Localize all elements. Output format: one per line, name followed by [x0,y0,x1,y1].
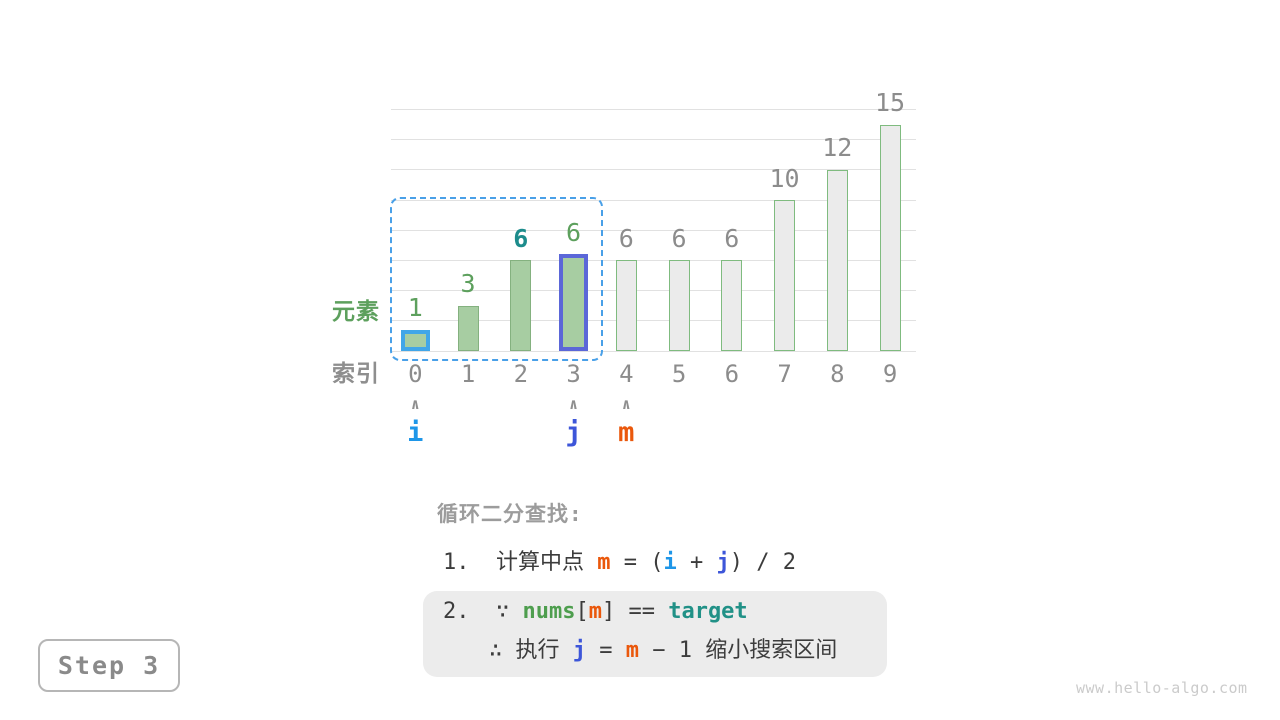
bar-value-label: 10 [769,163,800,193]
bar-value-label: 6 [513,223,529,253]
gridline [391,108,916,110]
text-segment: 2. ∵ [443,599,523,624]
text-segment: + [676,550,717,575]
bar-value-label: 6 [671,223,687,253]
bar-value-label: 1 [407,293,423,323]
bar-value-label: 3 [460,269,476,299]
text-segment: m [588,599,602,624]
gridline [391,259,916,261]
text-segment: i [663,550,677,575]
index-label: 7 [777,360,792,388]
bar [400,329,430,351]
step1-text: 1. 计算中点 m = (i + j) / 2 [443,549,796,577]
text-segment: m [625,638,639,663]
text-segment: target [668,599,748,624]
bar [510,260,532,351]
watermark-text: www.hello-algo.com [1076,679,1248,697]
text-segment: ∴ 执行 [489,638,573,663]
bar [826,169,848,351]
text-segment: − 1 缩小搜索区间 [639,638,838,663]
index-label: 0 [408,360,423,388]
pointer-arrow-icon: ∧ [621,395,631,413]
index-label: 4 [619,360,634,388]
annotation-heading: 循环二分查找: [437,502,583,526]
index-label: 6 [724,360,740,388]
bar [879,124,901,351]
text-segment: 1. 计算中点 [443,550,598,575]
text-segment: j [716,550,730,575]
search-range-box [390,197,603,361]
text-segment: m [597,550,611,575]
bar [615,260,637,351]
bar-value-label: 6 [566,217,582,247]
text-segment: [ [575,599,589,624]
bar-value-label: 6 [618,223,634,253]
bar-value-label: 12 [822,133,853,163]
index-label: 5 [671,360,687,388]
text-segment: ] == [601,599,669,624]
index-label: 1 [460,360,476,388]
bar [721,260,743,351]
bar [668,260,690,351]
text-segment: = ( [610,550,664,575]
gridline [391,320,916,322]
step2-text-line2: ∴ 执行 j = m − 1 缩小搜索区间 [489,637,837,665]
pointer-arrow-icon: ∧ [569,395,579,413]
bar-value-label: 6 [724,223,740,253]
bar [774,200,796,351]
elements-row-label: 元素 [332,299,380,325]
text-segment: nums [522,599,576,624]
gridline [391,139,916,141]
index-label: 9 [882,360,898,388]
bar [457,305,479,351]
text-segment: j [572,638,586,663]
step-badge: Step 3 [38,639,180,692]
bar [559,254,589,351]
gridline [391,199,916,201]
indices-row-label: 索引 [332,361,380,387]
index-label: 8 [830,360,845,388]
pointer-label-j: j [565,417,582,448]
gridline [391,169,916,171]
pointer-label-m: m [618,417,635,448]
gridline [391,229,916,231]
text-segment: ) / 2 [729,550,796,575]
pointer-arrow-icon: ∧ [410,395,420,413]
index-label: 2 [513,360,529,388]
gridline [391,350,916,352]
bar-value-label: 15 [874,88,906,117]
step2-text-line1: 2. ∵ nums[m] == target [443,598,748,626]
step2-highlight-box [423,591,887,677]
text-segment: = [586,638,626,663]
gridline [391,290,916,292]
index-label: 3 [566,360,581,388]
pointer-label-i: i [407,417,424,448]
